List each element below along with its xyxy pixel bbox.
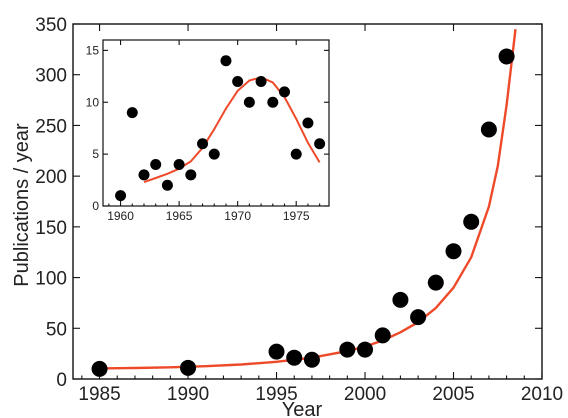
main-y-tick-label: 250 (35, 116, 67, 137)
main-data-point (480, 121, 497, 138)
inset-data-point (150, 159, 162, 170)
inset-data-point (138, 169, 150, 181)
inset-data-point (255, 76, 267, 87)
main-data-point (91, 360, 108, 377)
main-data-point (410, 309, 427, 326)
inset-y-tick-label: 5 (92, 147, 99, 161)
inset-data-points (115, 55, 326, 202)
inset-data-point (185, 169, 197, 181)
main-data-point (303, 351, 320, 368)
inset-data-point (220, 55, 232, 67)
main-x-tick-label: 2005 (432, 384, 474, 405)
inset-data-point (302, 117, 314, 129)
main-x-tick-label: 2000 (344, 384, 386, 405)
inset-x-tick-label: 1975 (283, 209, 310, 223)
main-data-point (357, 341, 374, 358)
main-y-tick-label: 300 (35, 66, 67, 87)
main-y-tick-label: 150 (35, 218, 67, 239)
main-data-point (374, 327, 391, 344)
inset-x-tick-label: 1965 (166, 209, 193, 223)
inset-data-point (232, 76, 244, 87)
main-data-point (392, 291, 409, 308)
main-x-tick-label: 1995 (255, 384, 297, 405)
inset-data-point (279, 86, 291, 98)
inset-data-point (126, 107, 138, 119)
inset-data-point (173, 159, 185, 170)
main-plot: 1985 1990 1995 2000 2005 20100501001502002503… (11, 15, 563, 418)
inset-data-point (115, 190, 127, 202)
main-y-tick-label: 200 (35, 167, 67, 188)
inset-data-point (290, 148, 302, 160)
inset-data-point (197, 138, 209, 150)
inset-plot-frame (102, 39, 330, 207)
main-data-point (463, 213, 480, 230)
inset-plot: 1960 1965 1970 1975 0 5 10 15 (86, 39, 330, 223)
y-axis-label: Publications / year (11, 123, 33, 287)
inset-axis-ticks (103, 40, 329, 207)
inset-data-point (161, 179, 173, 191)
main-plot-frame (72, 23, 543, 380)
main-y-tick-label: 50 (46, 319, 67, 340)
main-y-tick-label: 0 (56, 370, 67, 391)
inset-data-point (314, 138, 326, 150)
main-data-point (339, 341, 356, 358)
main-data-point (286, 349, 303, 366)
inset-y-tick-label: 10 (86, 95, 100, 109)
main-x-tick-label: 1985 (78, 384, 120, 405)
inset-y-tick-label: 15 (86, 43, 100, 57)
inset-data-point (243, 96, 255, 108)
main-data-point (268, 343, 285, 360)
inset-data-point (267, 96, 279, 108)
main-data-point (180, 359, 197, 376)
main-axis-tick-labels: 1985 1990 1995 2000 2005 20100501001502002503… (35, 15, 563, 405)
main-y-tick-label: 350 (35, 15, 67, 36)
inset-axis-tick-labels: 1960 1965 1970 1975 0 5 10 15 (86, 43, 310, 223)
main-y-tick-label: 100 (35, 269, 67, 290)
inset-fit-curve (143, 76, 321, 184)
main-data-points (91, 48, 515, 377)
inset-plot-background (103, 40, 329, 206)
main-x-tick-label: 1990 (167, 384, 209, 405)
inset-data-point (208, 148, 220, 160)
main-data-point (427, 274, 444, 291)
main-data-point (498, 48, 515, 65)
main-x-tick-label: 2010 (521, 384, 563, 405)
inset-x-tick-label: 1960 (107, 209, 134, 223)
inset-x-tick-label: 1970 (224, 209, 251, 223)
x-axis-label: Year (282, 399, 323, 418)
inset-y-tick-label: 0 (92, 199, 99, 213)
main-data-point (445, 243, 462, 260)
